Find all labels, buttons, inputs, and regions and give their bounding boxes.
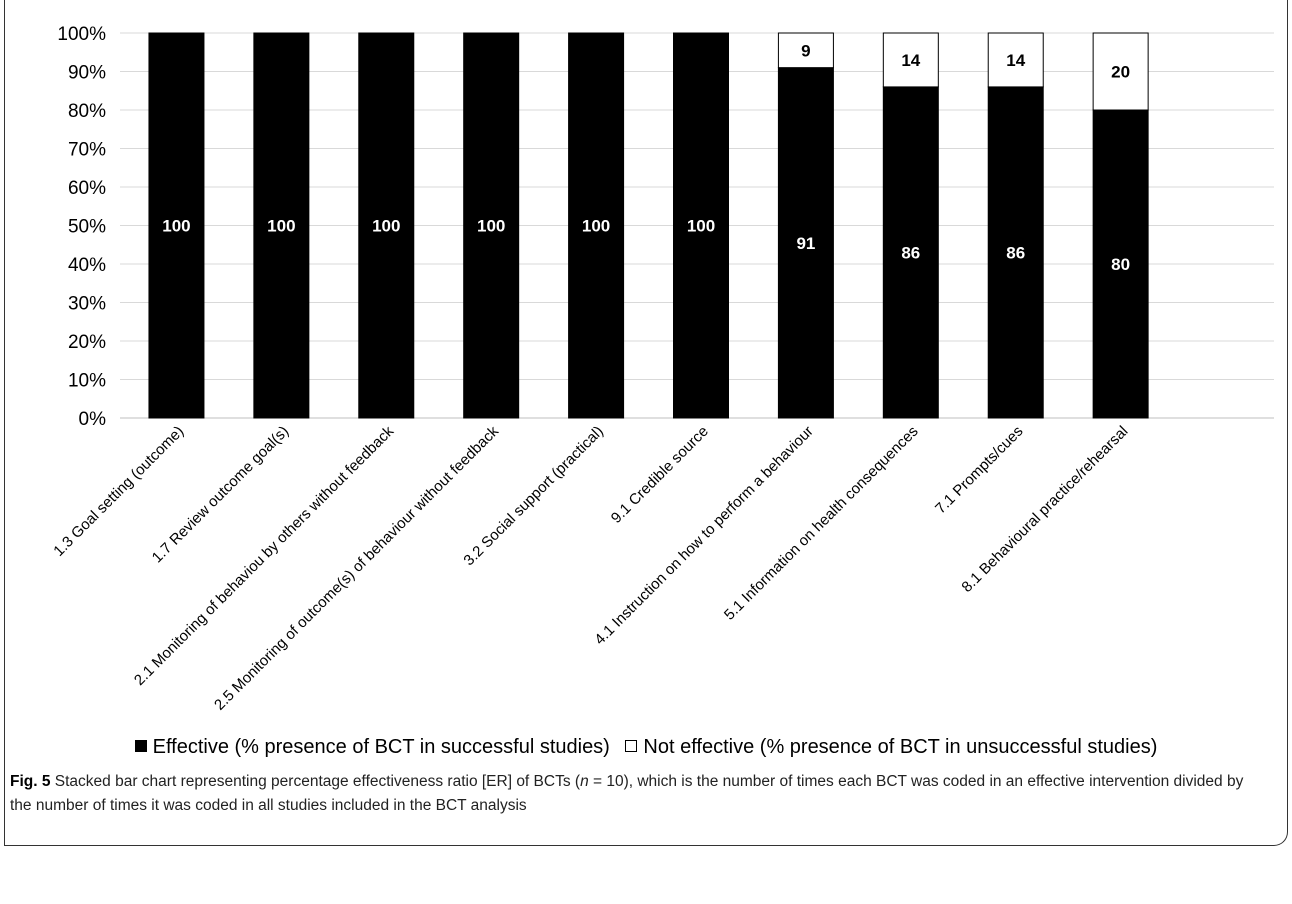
bar-effective xyxy=(253,32,310,419)
caption-text-after: = 10), which is the number of times each… xyxy=(10,773,1244,814)
legend-label-not-effective: Not effective (% presence of BCT in unsu… xyxy=(643,736,1158,758)
legend-swatch-not-effective xyxy=(625,739,638,752)
legend: Effective (% presence of BCT in successf… xyxy=(0,736,1292,759)
bar-effective xyxy=(1092,109,1149,419)
figure-frame xyxy=(4,0,1288,846)
x-axis-labels: 1.3 Goal setting (outcome)1.7 Review out… xyxy=(50,422,1131,713)
bar-label-effective: 100 xyxy=(162,217,190,236)
bar-not-effective xyxy=(1092,32,1149,111)
legend-item-not-effective: Not effective (% presence of BCT in unsu… xyxy=(625,736,1157,759)
bar-effective xyxy=(148,32,205,419)
legend-label-effective: Effective (% presence of BCT in successf… xyxy=(152,736,610,758)
y-tick-label: 90% xyxy=(68,63,106,84)
caption-n-symbol: n xyxy=(580,773,589,790)
y-tick-label: 30% xyxy=(68,294,106,315)
figure-caption: Fig. 5 Stacked bar chart representing pe… xyxy=(10,770,1260,818)
bar-label-effective: 100 xyxy=(687,217,715,236)
caption-text: Stacked bar chart representing percentag… xyxy=(50,773,581,790)
bar-label-not-effective: 14 xyxy=(901,51,920,70)
x-tick-label: 9.1 Credible source xyxy=(608,423,712,527)
y-tick-label: 70% xyxy=(68,140,106,161)
bar-effective xyxy=(882,86,939,419)
bar-label-not-effective: 20 xyxy=(1111,63,1130,82)
x-tick-label: 4.1 Instruction on how to perform a beha… xyxy=(591,423,816,648)
y-tick-label: 50% xyxy=(68,217,106,238)
bar-effective xyxy=(463,32,520,419)
caption-label: Fig. 5 xyxy=(10,773,51,790)
bar-effective xyxy=(777,67,834,419)
bar-label-effective: 100 xyxy=(582,217,610,236)
bar-label-effective: 91 xyxy=(796,234,815,253)
bar-label-effective: 100 xyxy=(267,217,295,236)
y-tick-label: 0% xyxy=(79,409,107,430)
stacked-bar-chart: 0%10%20%30%40%50%60%70%80%90%100% 100 100… xyxy=(50,24,1274,714)
bar-label-not-effective: 14 xyxy=(1006,51,1025,70)
y-tick-label: 20% xyxy=(68,332,106,353)
bar-label-effective: 100 xyxy=(372,217,400,236)
bar-not-effective xyxy=(777,32,834,69)
legend-swatch-effective xyxy=(134,739,147,752)
x-tick-label: 5.1 Information on health consequences xyxy=(721,423,922,624)
y-tick-label: 80% xyxy=(68,101,106,122)
bar-label-not-effective: 9 xyxy=(801,41,810,60)
bar-label-effective: 86 xyxy=(901,243,920,262)
bar-effective xyxy=(358,32,415,419)
x-tick-label: 8.1 Behavioural practice/rehearsal xyxy=(958,423,1131,596)
y-tick-label: 100% xyxy=(57,24,106,45)
bar-label-effective: 80 xyxy=(1111,255,1130,274)
x-tick-label: 7.1 Prompts/cues xyxy=(932,423,1027,518)
bar-not-effective xyxy=(882,32,939,88)
bar-label-effective: 86 xyxy=(1006,243,1025,262)
legend-item-effective: Effective (% presence of BCT in successf… xyxy=(134,736,610,759)
y-axis-ticks: 0% 10% 20% 30% 40% 50% 60% 70% 80% 90% 100% xyxy=(57,24,106,430)
bars: 100 100 100 100 100 100 91 9 86 14 86 14 80 20 xyxy=(148,32,1149,419)
bar-effective xyxy=(673,32,729,419)
y-tick-label: 10% xyxy=(68,371,106,392)
bar-not-effective xyxy=(987,32,1044,88)
y-tick-label: 60% xyxy=(68,178,106,199)
bar-effective xyxy=(568,32,625,419)
y-tick-label: 40% xyxy=(68,255,106,276)
bar-label-effective: 100 xyxy=(477,217,505,236)
